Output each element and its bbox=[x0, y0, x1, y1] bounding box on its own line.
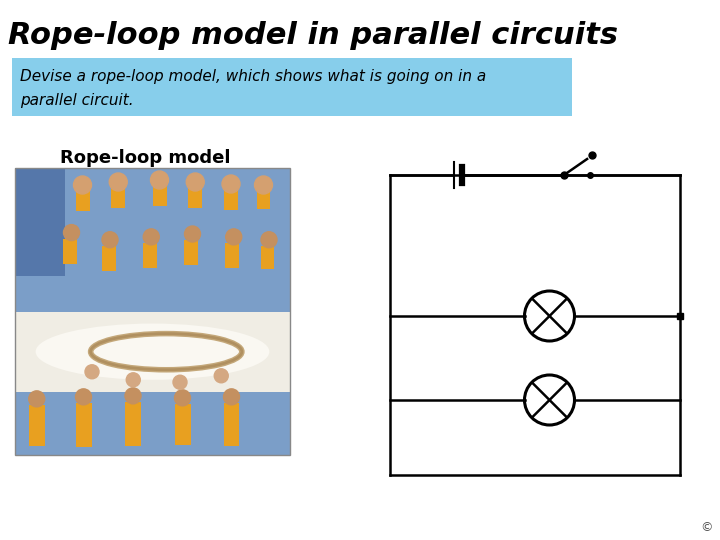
Bar bbox=[15, 168, 290, 455]
Circle shape bbox=[184, 226, 200, 242]
Bar bbox=[261, 246, 274, 269]
Circle shape bbox=[73, 176, 91, 194]
Circle shape bbox=[125, 388, 141, 404]
Bar bbox=[184, 240, 198, 265]
Bar bbox=[188, 188, 202, 208]
Bar bbox=[174, 404, 191, 445]
Circle shape bbox=[109, 173, 127, 191]
Circle shape bbox=[254, 176, 272, 194]
Circle shape bbox=[186, 173, 204, 191]
Ellipse shape bbox=[35, 323, 269, 380]
Circle shape bbox=[223, 389, 240, 405]
Text: parallel circuit.: parallel circuit. bbox=[20, 92, 134, 107]
Bar bbox=[225, 243, 239, 268]
Circle shape bbox=[222, 175, 240, 193]
Circle shape bbox=[143, 229, 159, 245]
Bar bbox=[76, 403, 91, 447]
Circle shape bbox=[126, 373, 140, 387]
Circle shape bbox=[174, 390, 191, 406]
Bar bbox=[102, 246, 116, 271]
Bar bbox=[153, 186, 166, 206]
Circle shape bbox=[150, 171, 168, 189]
Circle shape bbox=[102, 232, 118, 248]
Bar bbox=[257, 191, 270, 209]
Bar bbox=[224, 403, 239, 446]
Bar bbox=[15, 312, 290, 392]
Bar bbox=[15, 392, 290, 455]
Bar bbox=[112, 188, 125, 208]
Bar bbox=[63, 239, 77, 264]
Text: Devise a rope-loop model, which shows what is going on in a: Devise a rope-loop model, which shows wh… bbox=[20, 69, 486, 84]
Circle shape bbox=[76, 389, 91, 405]
Bar bbox=[29, 405, 45, 446]
Bar bbox=[15, 168, 65, 275]
Bar bbox=[143, 243, 157, 268]
Circle shape bbox=[226, 229, 242, 245]
Text: ©: © bbox=[700, 522, 712, 535]
Bar bbox=[12, 58, 572, 116]
Circle shape bbox=[215, 369, 228, 383]
Circle shape bbox=[261, 232, 277, 248]
Text: Rope-loop model in parallel circuits: Rope-loop model in parallel circuits bbox=[8, 21, 618, 50]
Circle shape bbox=[85, 365, 99, 379]
Circle shape bbox=[29, 391, 45, 407]
Bar bbox=[76, 191, 89, 211]
Bar bbox=[15, 168, 290, 455]
Text: Rope-loop model: Rope-loop model bbox=[60, 149, 230, 167]
Bar bbox=[224, 190, 238, 210]
Bar bbox=[15, 168, 290, 312]
Circle shape bbox=[63, 225, 79, 241]
Circle shape bbox=[173, 375, 187, 389]
Bar bbox=[125, 402, 141, 446]
